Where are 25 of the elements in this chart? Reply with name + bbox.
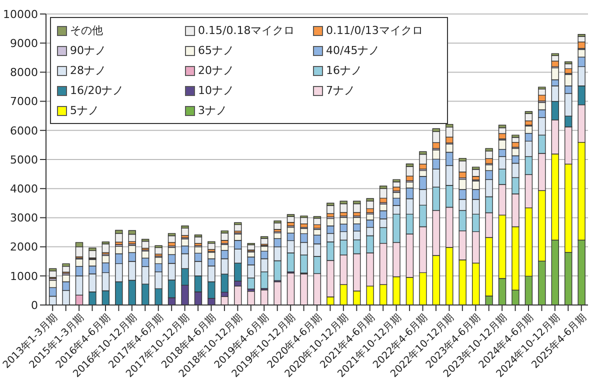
legend-label: 20ナノ xyxy=(198,63,234,78)
legend-label: 10ナノ xyxy=(198,83,234,98)
legend-label: 90ナノ xyxy=(70,43,106,58)
legend-label: 0.11/0/13マイクロ xyxy=(326,23,423,38)
y-tick-label: 7000 xyxy=(10,95,38,108)
y-tick-label: 1000 xyxy=(10,270,38,283)
y-tick-label: 4000 xyxy=(10,182,38,196)
legend-label: 0.15/0.18マイクロ xyxy=(198,23,295,38)
legend-label: 3ナノ xyxy=(198,103,227,118)
legend-label: その他 xyxy=(70,23,103,38)
y-tick-label: 10000 xyxy=(3,8,38,21)
legend-label: 5ナノ xyxy=(70,103,99,118)
y-tick-label: 5000 xyxy=(10,153,38,166)
legend-label: 7ナノ xyxy=(326,83,355,98)
y-tick-label: 3000 xyxy=(10,212,38,225)
legend-label: 28ナノ xyxy=(70,63,106,78)
y-tick-label: 0 xyxy=(31,298,38,312)
y-tick-label: 9000 xyxy=(10,37,38,50)
y-tick-label: 8000 xyxy=(10,66,38,80)
legend-label: 65ナノ xyxy=(198,43,234,58)
y-tick-label: 2000 xyxy=(10,240,38,254)
y-tick-label: 6000 xyxy=(10,124,38,138)
legend-label: 16ナノ xyxy=(326,63,362,78)
legend-label: 40/45ナノ xyxy=(326,43,380,58)
legend-label: 16/20ナノ xyxy=(70,83,124,98)
